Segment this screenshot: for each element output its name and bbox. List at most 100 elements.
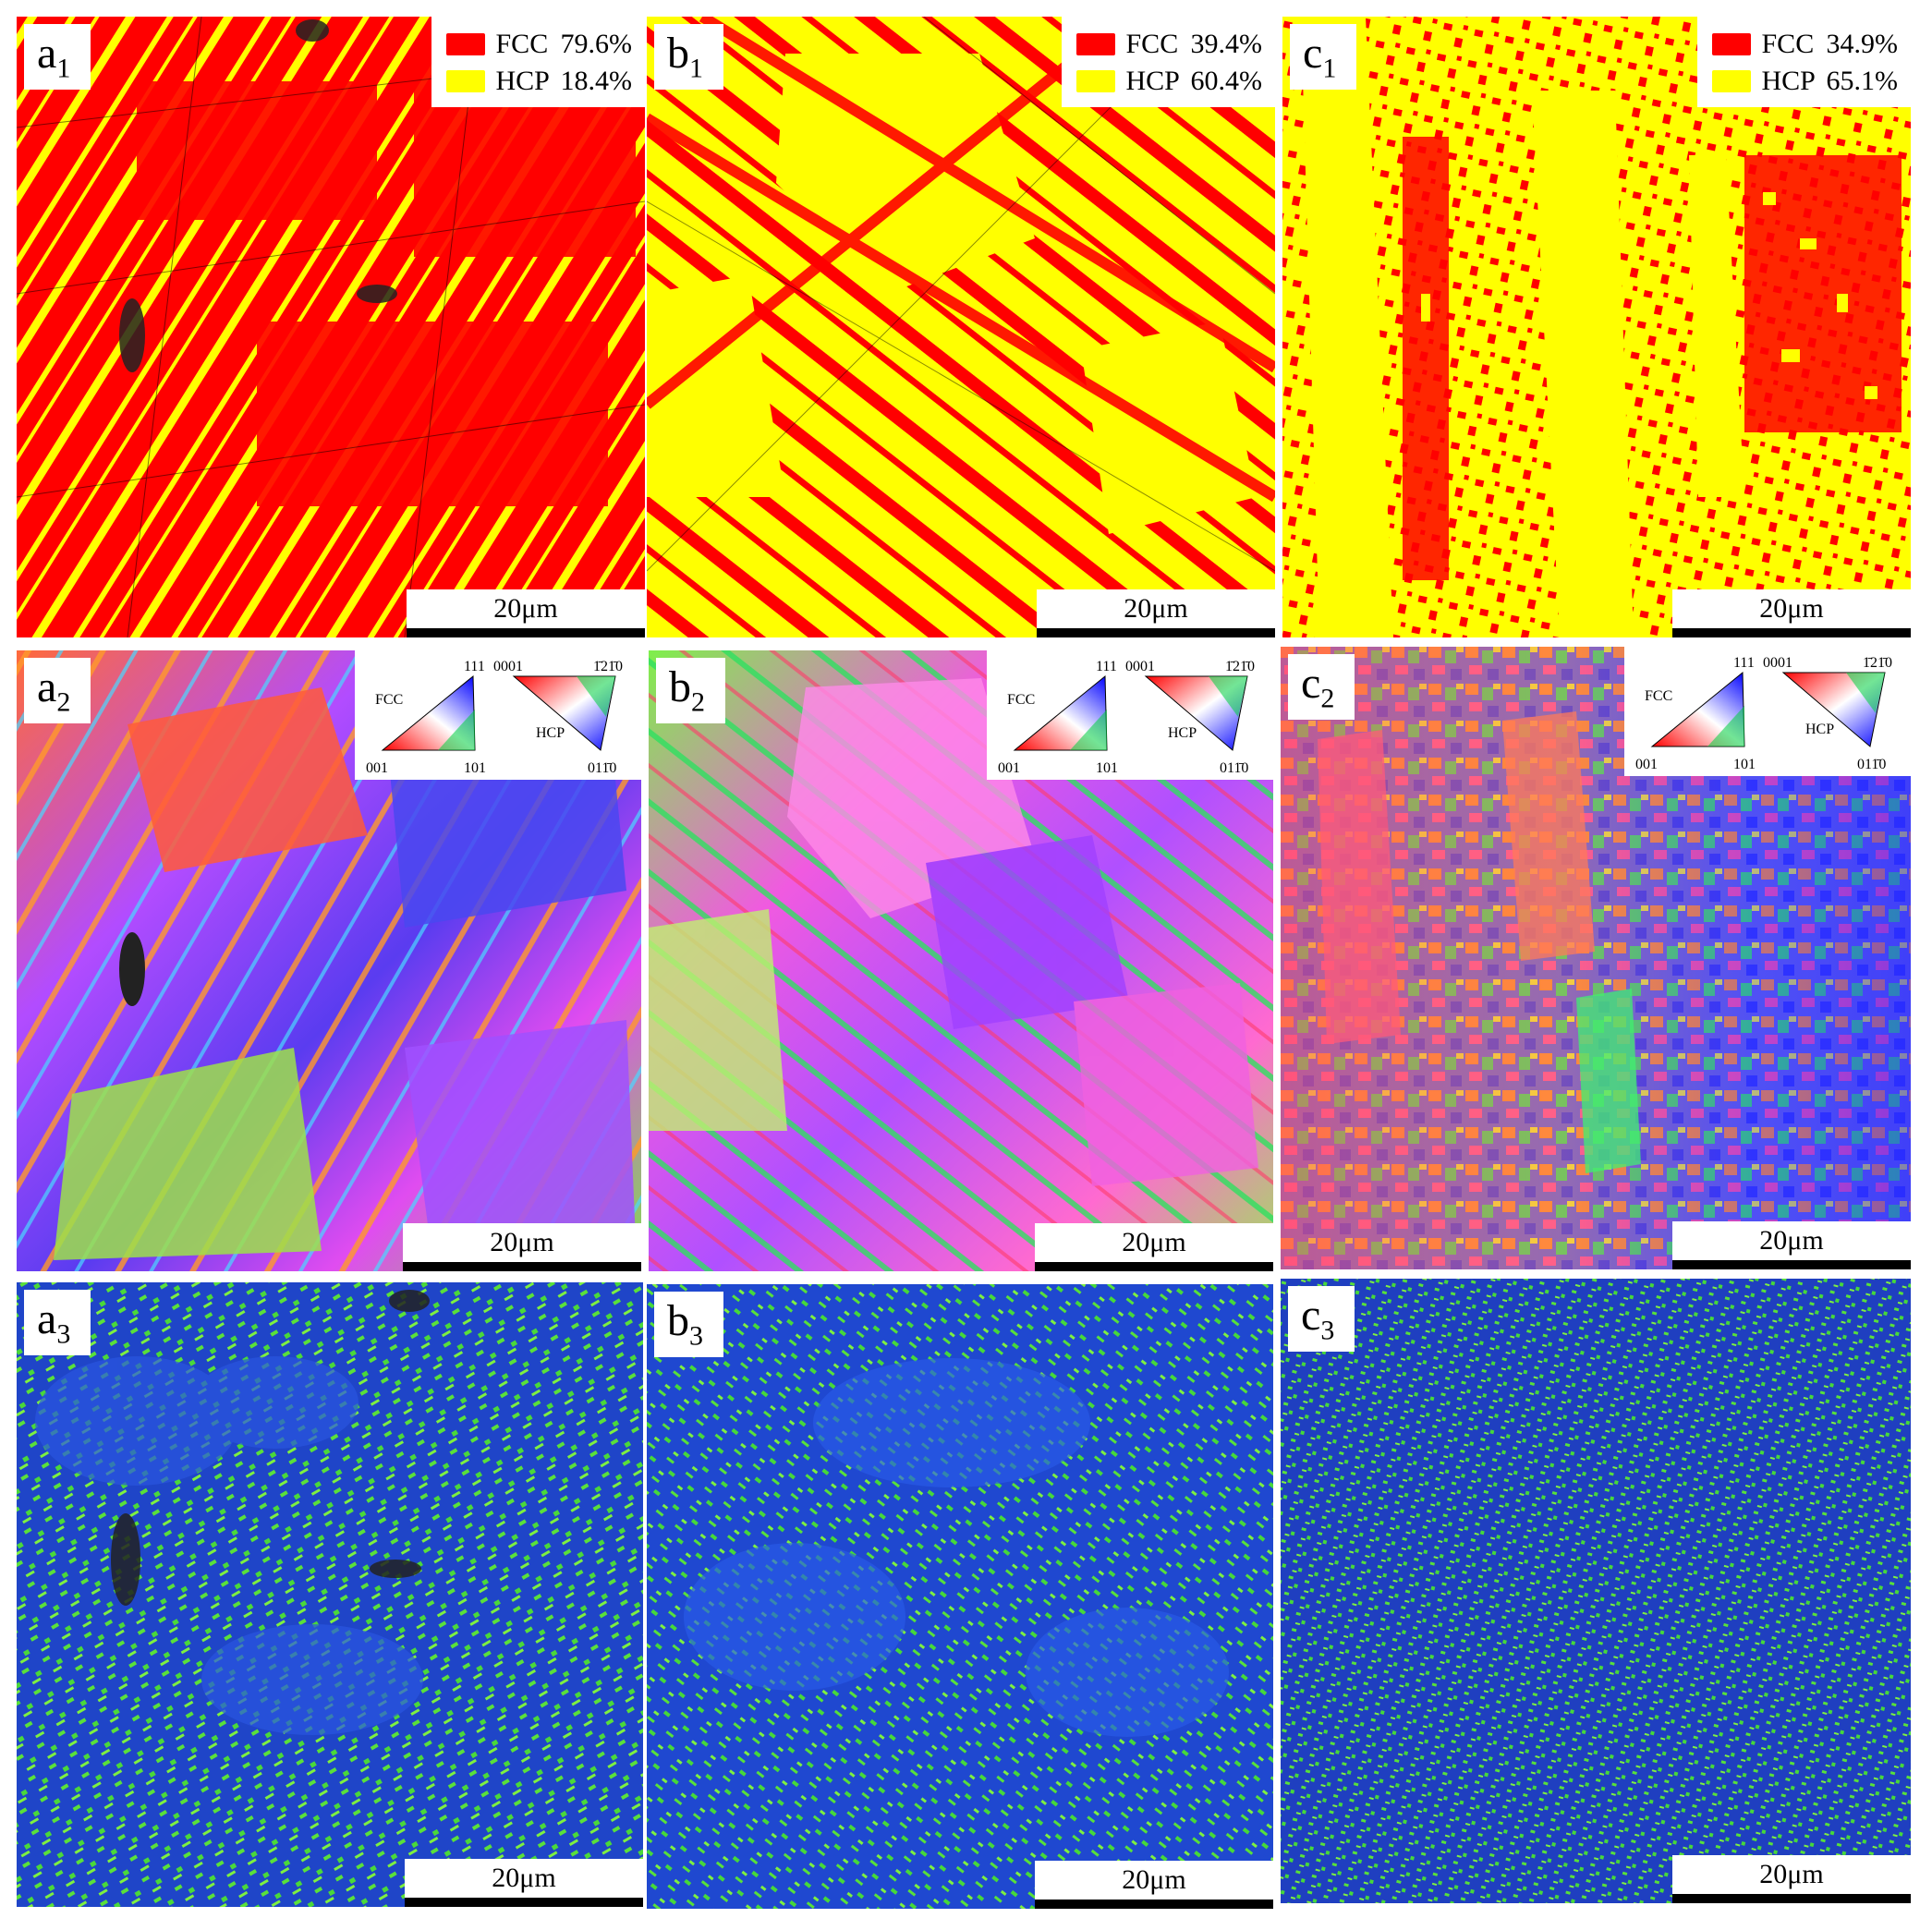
- legend-hcp: HCP 18.4%: [445, 63, 633, 100]
- scale-bar: 20μm: [1672, 1855, 1911, 1903]
- hcp-ipf-triangle: [1144, 675, 1248, 751]
- legend-value-fcc: 39.4%: [1190, 29, 1263, 59]
- panel-letter: a: [37, 662, 57, 711]
- ipf-color-key: 111 FCC 001 101 0001 1̄21̄0 HCP 011̄0: [355, 650, 641, 780]
- panel-label: b3: [654, 1292, 723, 1357]
- panel-label: b2: [656, 658, 725, 723]
- panel-label: c3: [1288, 1286, 1355, 1352]
- scale-bar-line: [1035, 1262, 1273, 1271]
- scale-bar: 20μm: [405, 1859, 643, 1907]
- legend-value-hcp: 18.4%: [560, 66, 633, 96]
- scale-bar-label: 20μm: [492, 1863, 556, 1893]
- fcc-key-name: FCC: [375, 692, 403, 708]
- scale-bar: 20μm: [403, 1223, 641, 1271]
- kam-map-image: [647, 1284, 1273, 1909]
- scale-bar-line: [1037, 628, 1275, 637]
- phase-map-image: [1282, 17, 1911, 637]
- fcc-key-name: FCC: [1007, 692, 1035, 708]
- kam-map-image: [1281, 1279, 1911, 1903]
- fcc-key-top: 111: [1096, 659, 1117, 674]
- scale-bar-label: 20μm: [1124, 593, 1188, 624]
- legend-value-hcp: 65.1%: [1826, 66, 1899, 96]
- panel-subscript: 1: [689, 53, 703, 84]
- hcp-swatch: [1711, 70, 1751, 92]
- phase-map-image: [17, 17, 645, 637]
- fcc-key-top: 111: [1733, 655, 1755, 671]
- panel-label: a1: [24, 24, 91, 90]
- hcp-key-right: 1̄21̄0: [1225, 659, 1255, 674]
- legend-fcc: FCC 39.4%: [1075, 26, 1263, 63]
- hcp-ipf-triangle: [512, 675, 616, 751]
- hcp-key-name: HCP: [1805, 722, 1834, 737]
- hcp-key-bottom: 011̄0: [1220, 760, 1248, 776]
- fcc-key-left: 001: [366, 760, 388, 776]
- panel-letter: a: [37, 29, 57, 78]
- hcp-key-right: 1̄21̄0: [1863, 655, 1892, 671]
- scale-bar-label: 20μm: [1122, 1227, 1186, 1257]
- scale-bar-line: [1672, 1894, 1911, 1903]
- scale-bar-label: 20μm: [1122, 1864, 1186, 1895]
- panel-subscript: 2: [691, 686, 705, 718]
- fcc-key-top: 111: [464, 659, 485, 674]
- legend-label-hcp: HCP: [1761, 66, 1816, 96]
- panel-letter: c: [1301, 659, 1321, 708]
- scale-bar-line: [1672, 1260, 1911, 1269]
- scale-bar: 20μm: [1035, 1861, 1273, 1909]
- hcp-key-name: HCP: [536, 725, 565, 741]
- ipf-color-key: 111 FCC 001 101 0001 1̄21̄0 HCP 011̄0: [1624, 647, 1911, 776]
- ipf-color-key: 111 FCC 001 101 0001 1̄21̄0 HCP 011̄0: [987, 650, 1273, 780]
- phase-map-c1: c1 FCC 34.9% HCP 65.1% 20μm: [1282, 17, 1911, 637]
- scale-bar: 20μm: [1037, 589, 1275, 637]
- phase-map-image: [647, 17, 1275, 637]
- legend-label-fcc: FCC: [1125, 29, 1179, 59]
- ipf-map-c2: c2 111 FCC 001 101 0001 1̄21̄0 HCP 011̄0…: [1281, 647, 1911, 1269]
- fcc-swatch: [1711, 33, 1751, 55]
- legend-label-fcc: FCC: [495, 29, 549, 59]
- panel-letter: c: [1301, 1291, 1321, 1340]
- panel-subscript: 1: [1322, 53, 1337, 84]
- hcp-key-right: 1̄21̄0: [593, 659, 623, 674]
- fcc-swatch: [445, 33, 485, 55]
- hcp-key-left: 0001: [493, 659, 523, 674]
- panel-subscript: 3: [56, 1318, 71, 1350]
- scale-bar-label: 20μm: [1759, 1225, 1824, 1256]
- panel-letter: a: [37, 1294, 57, 1343]
- scale-bar-line: [1672, 628, 1911, 637]
- panel-subscript: 1: [56, 53, 71, 84]
- panel-label: c2: [1288, 654, 1355, 720]
- hcp-swatch: [445, 70, 485, 92]
- fcc-key-name: FCC: [1645, 688, 1672, 704]
- kam-map-image: [17, 1282, 643, 1907]
- panel-subscript: 2: [56, 686, 71, 718]
- panel-letter: b: [667, 29, 689, 78]
- panel-subscript: 3: [689, 1320, 703, 1352]
- phase-map-b1: b1 FCC 39.4% HCP 60.4% 20μm: [647, 17, 1275, 637]
- panel-letter: c: [1303, 29, 1323, 78]
- fcc-key-right: 101: [1733, 757, 1756, 772]
- legend-label-hcp: HCP: [495, 66, 550, 96]
- scale-bar-label: 20μm: [490, 1227, 554, 1257]
- panel-label: b1: [654, 24, 723, 90]
- legend-fcc: FCC 79.6%: [445, 26, 632, 63]
- scale-bar-line: [407, 628, 645, 637]
- hcp-key-left: 0001: [1763, 655, 1792, 671]
- hcp-swatch: [1075, 70, 1115, 92]
- scale-bar-line: [1035, 1900, 1273, 1909]
- kam-map-b3: b3 20μm: [647, 1284, 1273, 1909]
- panel-label: c1: [1290, 24, 1357, 90]
- fcc-swatch: [1075, 33, 1115, 55]
- hcp-key-name: HCP: [1168, 725, 1197, 741]
- phase-legend: FCC 79.6% HCP 18.4%: [431, 17, 645, 107]
- legend-label-hcp: HCP: [1125, 66, 1180, 96]
- scale-bar: 20μm: [1035, 1223, 1273, 1271]
- legend-label-fcc: FCC: [1761, 29, 1815, 59]
- scale-bar-label: 20μm: [1759, 593, 1824, 624]
- legend-value-fcc: 34.9%: [1826, 29, 1899, 59]
- legend-hcp: HCP 60.4%: [1075, 63, 1262, 100]
- fcc-key-left: 001: [998, 760, 1020, 776]
- panel-label: a2: [24, 658, 91, 723]
- ipf-map-b2: b2 111 FCC 001 101 0001 1̄21̄0 HCP 011̄0…: [649, 650, 1273, 1271]
- hcp-key-bottom: 011̄0: [588, 760, 616, 776]
- phase-map-a1: a1 FCC 79.6% HCP 18.4% 20μm: [17, 17, 645, 637]
- ipf-map-image: [649, 650, 1273, 1271]
